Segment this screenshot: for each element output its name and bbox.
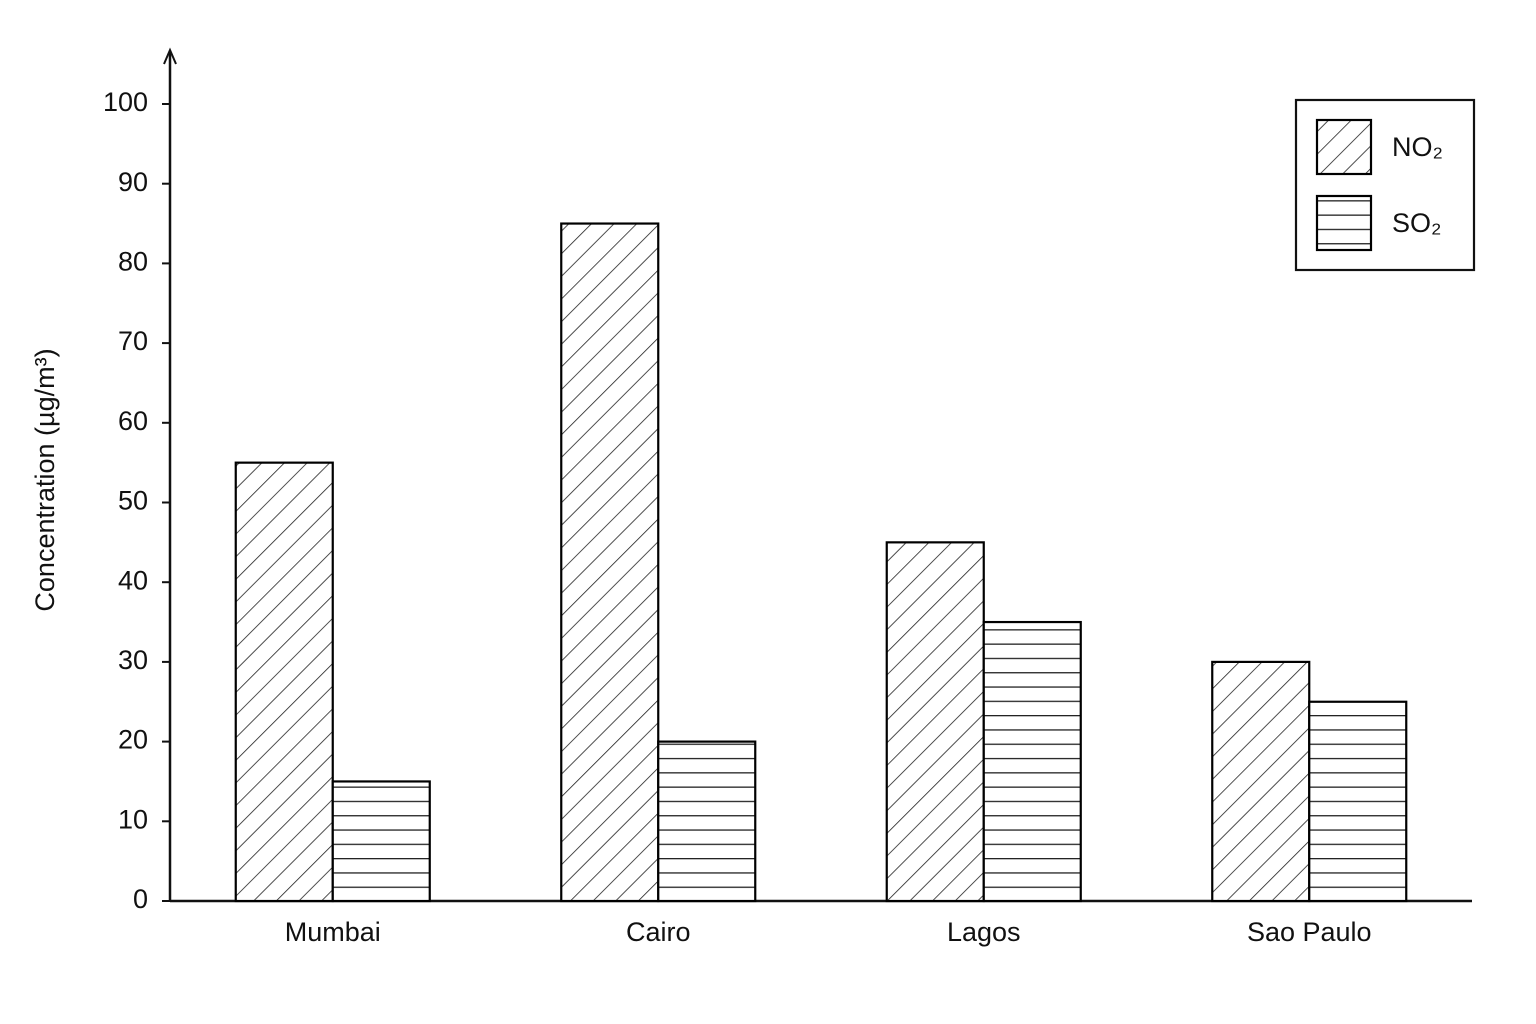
bar — [657, 740, 757, 903]
y-tick-label: 80 — [118, 247, 148, 277]
y-tick-label: 40 — [118, 565, 148, 595]
x-tick-label: Mumbai — [285, 917, 381, 947]
y-tick-label: 20 — [118, 725, 148, 755]
x-tick-label: Lagos — [947, 917, 1021, 947]
legend-swatch — [1315, 118, 1373, 176]
y-tick-label: 0 — [133, 884, 148, 914]
bar — [982, 620, 1082, 903]
y-axis-arrow — [163, 47, 177, 65]
y-tick-label: 50 — [118, 486, 148, 516]
legend-label: SO₂ — [1392, 208, 1442, 238]
y-tick-label: 60 — [118, 406, 148, 436]
bar — [1308, 700, 1408, 903]
x-tick-label: Cairo — [626, 917, 691, 947]
y-axis-label: Concentration (µg/m³) — [30, 348, 60, 611]
y-tick-label: 90 — [118, 167, 148, 197]
bar — [885, 541, 985, 903]
bar — [331, 780, 431, 903]
y-tick-label: 70 — [118, 326, 148, 356]
x-tick-label: Sao Paulo — [1247, 917, 1372, 947]
y-tick-label: 30 — [118, 645, 148, 675]
bar — [560, 222, 660, 903]
bar — [1211, 660, 1311, 903]
legend-swatch — [1315, 194, 1373, 252]
legend-label: NO₂ — [1392, 132, 1443, 162]
y-tick-label: 10 — [118, 804, 148, 834]
y-tick-label: 100 — [103, 87, 148, 117]
bar — [234, 461, 334, 903]
